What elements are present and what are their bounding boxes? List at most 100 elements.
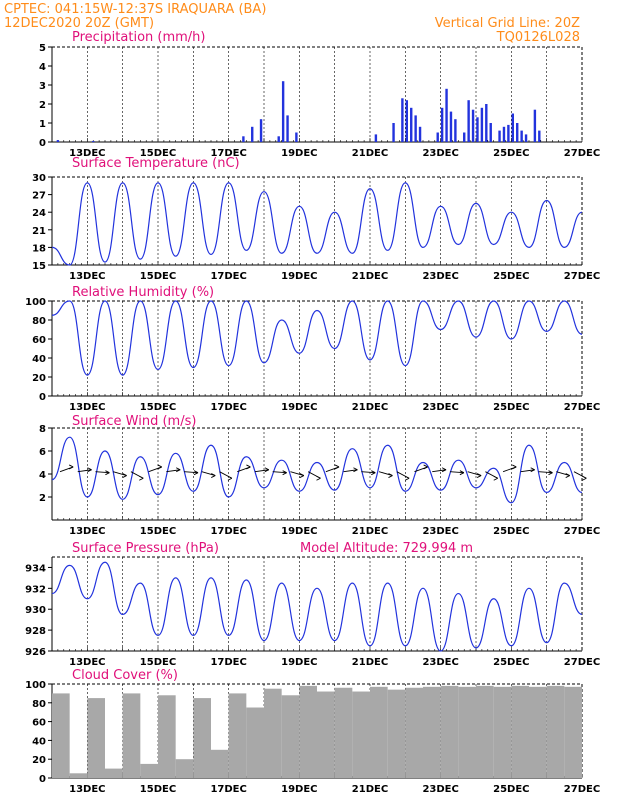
humidity-y-tick-label: 100 [25, 297, 46, 308]
wind-arrow-head [139, 475, 144, 481]
wind-x-tick-label: 25DEC [493, 526, 529, 537]
precip-y-tick-label: 0 [39, 138, 46, 149]
wind-arrow-head [122, 473, 127, 478]
wind-arrow [166, 469, 181, 473]
wind-arrow [520, 469, 535, 473]
precip-y-tick-label: 2 [39, 100, 46, 111]
humidity-panel: 0 20 40 60 80 100 13DEC 15DEC 17DEC 19DEC 21DEC 23D… [25, 297, 600, 413]
humidity-y-tick-label: 40 [32, 354, 46, 365]
temperature-x-tick-label: 23DEC [422, 271, 458, 282]
wind-arrow [432, 469, 447, 473]
cloud-bar [105, 768, 123, 778]
cloud-bar [423, 686, 441, 778]
wind-arrow [272, 471, 287, 474]
temperature-title: Surface Temperature (nC) [72, 156, 240, 171]
precip-bar [281, 81, 285, 142]
cloud-x-tick-label: 13DEC [69, 784, 105, 795]
pressure-y-tick-label: 932 [25, 584, 46, 595]
precip-bar [392, 123, 395, 142]
precip-bar [277, 136, 280, 142]
precip-bar [92, 141, 95, 142]
precip-x-tick-label: 25DEC [493, 148, 529, 159]
temperature-panel: 15 18 21 24 27 30 13DEC 15DEC 17DEC 19DEC 21DEC 23D… [32, 173, 600, 282]
precip-bar [454, 119, 457, 142]
temperature-x-tick-label: 21DEC [352, 271, 388, 282]
cloud-bar [370, 686, 388, 778]
wind-arrow-head [87, 467, 92, 473]
cloud-x-tick-label: 15DEC [140, 784, 176, 795]
temperature-series-line [51, 182, 583, 266]
wind-arrow-head [227, 475, 233, 481]
humidity-x-tick-label: 13DEC [69, 402, 105, 413]
pressure-x-tick-label: 19DEC [281, 657, 317, 668]
temperature-y-tick-label: 30 [32, 173, 46, 184]
cloud-bar [440, 685, 459, 778]
precip-bar [502, 126, 506, 142]
cloud-bar [87, 698, 105, 778]
header-grid-line: Vertical Grid Line: 20Z [435, 16, 580, 31]
precip-bar [538, 130, 541, 142]
wind-x-tick-label: 15DEC [140, 526, 176, 537]
wind-arrow-head [512, 464, 517, 470]
wind-series-line [51, 436, 583, 504]
humidity-title: Relative Humidity (%) [72, 285, 214, 300]
cloud-bar [211, 749, 229, 778]
pressure-x-tick-label: 27DEC [564, 657, 600, 668]
humidity-x-tick-label: 27DEC [564, 402, 600, 413]
wind-arrow [343, 469, 358, 473]
cloud-bar [334, 687, 353, 778]
cloud-bar [175, 759, 194, 778]
precip-bar [524, 134, 528, 142]
precip-bar [56, 140, 60, 142]
precip-bar [405, 100, 409, 142]
precip-y-tick-label: 3 [39, 81, 46, 92]
precip-bar [476, 117, 479, 142]
cloud-x-tick-label: 23DEC [422, 784, 458, 795]
cloud-bar [52, 693, 70, 778]
wind-arrow-head [246, 464, 251, 470]
precip-bar [242, 136, 245, 142]
wind-arrow-head [582, 475, 587, 481]
cloud-x-tick-label: 21DEC [352, 784, 388, 795]
wind-panel: 2 4 6 8 13DEC 15DEC 17DEC 19DEC 21DEC 23DEC 25DEC 2… [39, 424, 600, 537]
precip-bar [520, 130, 523, 142]
wind-arrow [184, 471, 199, 474]
model-altitude: Model Altitude: 729.994 m [300, 541, 473, 556]
temperature-y-tick-label: 15 [32, 261, 46, 272]
precip-panel: 0 1 2 3 4 5 13DEC 15DEC 17DEC 19DEC 21DEC 23DEC 25DE… [39, 43, 600, 159]
cloud-x-tick-label: 19DEC [281, 784, 317, 795]
pressure-y-tick-label: 930 [25, 605, 46, 616]
precip-y-tick-label: 5 [39, 43, 46, 54]
precip-title: Precipitation (mm/h) [72, 30, 205, 45]
wind-arrow-head [68, 464, 74, 470]
pressure-series-line [51, 561, 583, 652]
wind-arrow-head [476, 473, 482, 478]
precip-bar [463, 132, 466, 142]
wind-arrow-head [334, 464, 340, 470]
precip-bar [480, 107, 484, 142]
wind-arrow-head [353, 467, 358, 473]
cloud-x-tick-label: 17DEC [210, 784, 246, 795]
precip-bar [533, 109, 537, 142]
wind-arrow-head [404, 475, 410, 481]
wind-arrow-head [282, 470, 287, 476]
cloud-bar [228, 693, 247, 778]
precip-x-tick-label: 15DEC [140, 148, 176, 159]
precip-bar [374, 134, 378, 142]
pressure-x-tick-label: 17DEC [210, 657, 246, 668]
precip-bar [489, 123, 492, 142]
wind-arrow-head [176, 467, 181, 473]
header-datetime: 12DEC2020 20Z (GMT) [4, 16, 154, 31]
pressure-x-tick-label: 25DEC [493, 657, 529, 668]
wind-x-tick-label: 27DEC [564, 526, 600, 537]
pressure-x-tick-label: 21DEC [352, 657, 388, 668]
cloud-bar [405, 687, 423, 778]
temperature-y-tick-label: 18 [32, 243, 46, 254]
pressure-y-tick-label: 928 [25, 626, 46, 637]
precip-bar [418, 126, 422, 142]
cloud-bar [281, 695, 300, 778]
pressure-y-tick-label: 926 [25, 647, 46, 658]
humidity-series-line [51, 300, 583, 376]
pressure-x-tick-label: 23DEC [422, 657, 458, 668]
temperature-x-tick-label: 17DEC [210, 271, 246, 282]
